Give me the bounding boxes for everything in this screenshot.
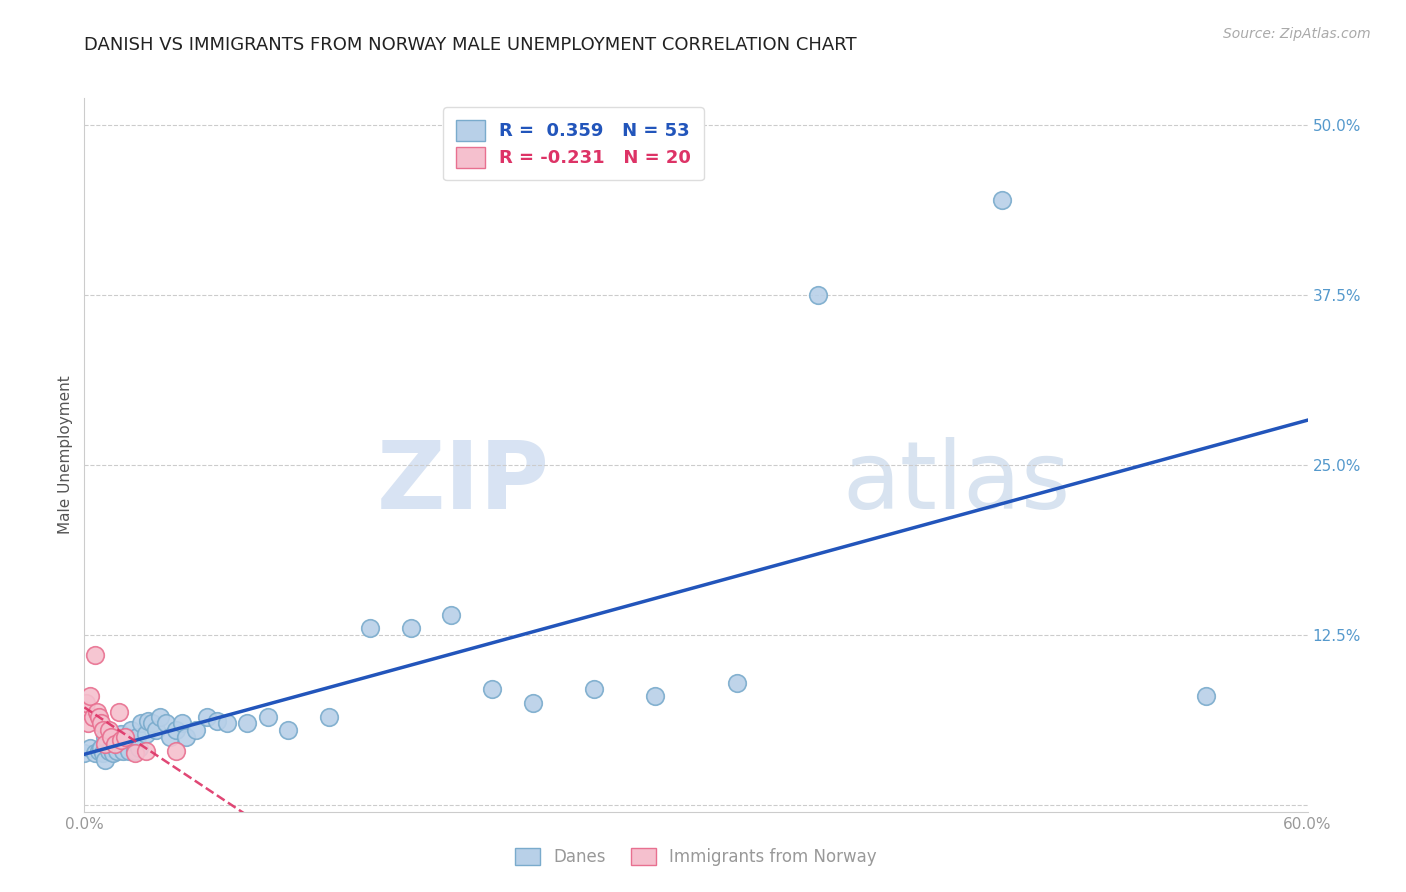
Point	[93, 730, 115, 744]
Point	[128, 740, 150, 755]
Point	[127, 730, 149, 744]
Point	[440, 607, 463, 622]
Point	[124, 746, 146, 760]
Point	[86, 706, 108, 720]
Text: ZIP: ZIP	[377, 437, 550, 530]
Point	[77, 716, 100, 731]
Point	[725, 675, 748, 690]
Text: Source: ZipAtlas.com: Source: ZipAtlas.com	[1223, 27, 1371, 41]
Point	[82, 709, 104, 723]
Point	[104, 737, 127, 751]
Point	[141, 716, 163, 731]
Point	[101, 746, 124, 760]
Point	[108, 706, 131, 720]
Point	[135, 727, 157, 741]
Point	[115, 730, 138, 744]
Point	[73, 703, 96, 717]
Point	[399, 621, 422, 635]
Point	[205, 714, 228, 728]
Point	[87, 709, 110, 723]
Point	[97, 743, 120, 757]
Point	[91, 723, 114, 738]
Point	[257, 709, 280, 723]
Point	[155, 716, 177, 731]
Point	[83, 648, 105, 663]
Point	[145, 723, 167, 738]
Point	[120, 723, 142, 738]
Point	[522, 696, 544, 710]
Point	[112, 743, 135, 757]
Text: DANISH VS IMMIGRANTS FROM NORWAY MALE UNEMPLOYMENT CORRELATION CHART: DANISH VS IMMIGRANTS FROM NORWAY MALE UN…	[84, 36, 858, 54]
Point	[83, 746, 105, 760]
Point	[87, 743, 110, 757]
Point	[135, 743, 157, 757]
Point	[186, 723, 208, 738]
Point	[114, 730, 136, 744]
Point	[104, 737, 127, 751]
Point	[582, 682, 605, 697]
Point	[195, 709, 218, 723]
Point	[318, 709, 340, 723]
Point	[359, 621, 381, 635]
Point	[217, 716, 239, 731]
Y-axis label: Male Unemployment: Male Unemployment	[58, 376, 73, 534]
Point	[93, 753, 115, 767]
Point	[165, 743, 187, 757]
Point	[100, 740, 122, 755]
Point	[90, 716, 112, 731]
Point	[114, 732, 136, 747]
Point	[807, 288, 830, 302]
Point	[75, 696, 97, 710]
Point	[991, 193, 1014, 207]
Text: atlas: atlas	[842, 437, 1071, 530]
Point	[91, 746, 114, 760]
Point	[110, 732, 132, 747]
Point	[1195, 689, 1218, 703]
Point	[79, 689, 101, 703]
Point	[172, 716, 194, 731]
Point	[644, 689, 666, 703]
Point	[131, 716, 153, 731]
Point	[149, 709, 172, 723]
Point	[110, 727, 132, 741]
Point	[159, 730, 181, 744]
Point	[165, 723, 187, 738]
Point	[79, 740, 101, 755]
Legend: Danes, Immigrants from Norway: Danes, Immigrants from Norway	[506, 840, 886, 875]
Point	[277, 723, 299, 738]
Point	[73, 746, 96, 760]
Point	[97, 723, 120, 738]
Point	[90, 740, 112, 755]
Point	[93, 737, 115, 751]
Point	[236, 716, 259, 731]
Point	[108, 732, 131, 747]
Point	[136, 714, 159, 728]
Point	[105, 743, 128, 757]
Point	[124, 743, 146, 757]
Point	[100, 730, 122, 744]
Point	[174, 730, 197, 744]
Point	[481, 682, 503, 697]
Point	[118, 743, 141, 757]
